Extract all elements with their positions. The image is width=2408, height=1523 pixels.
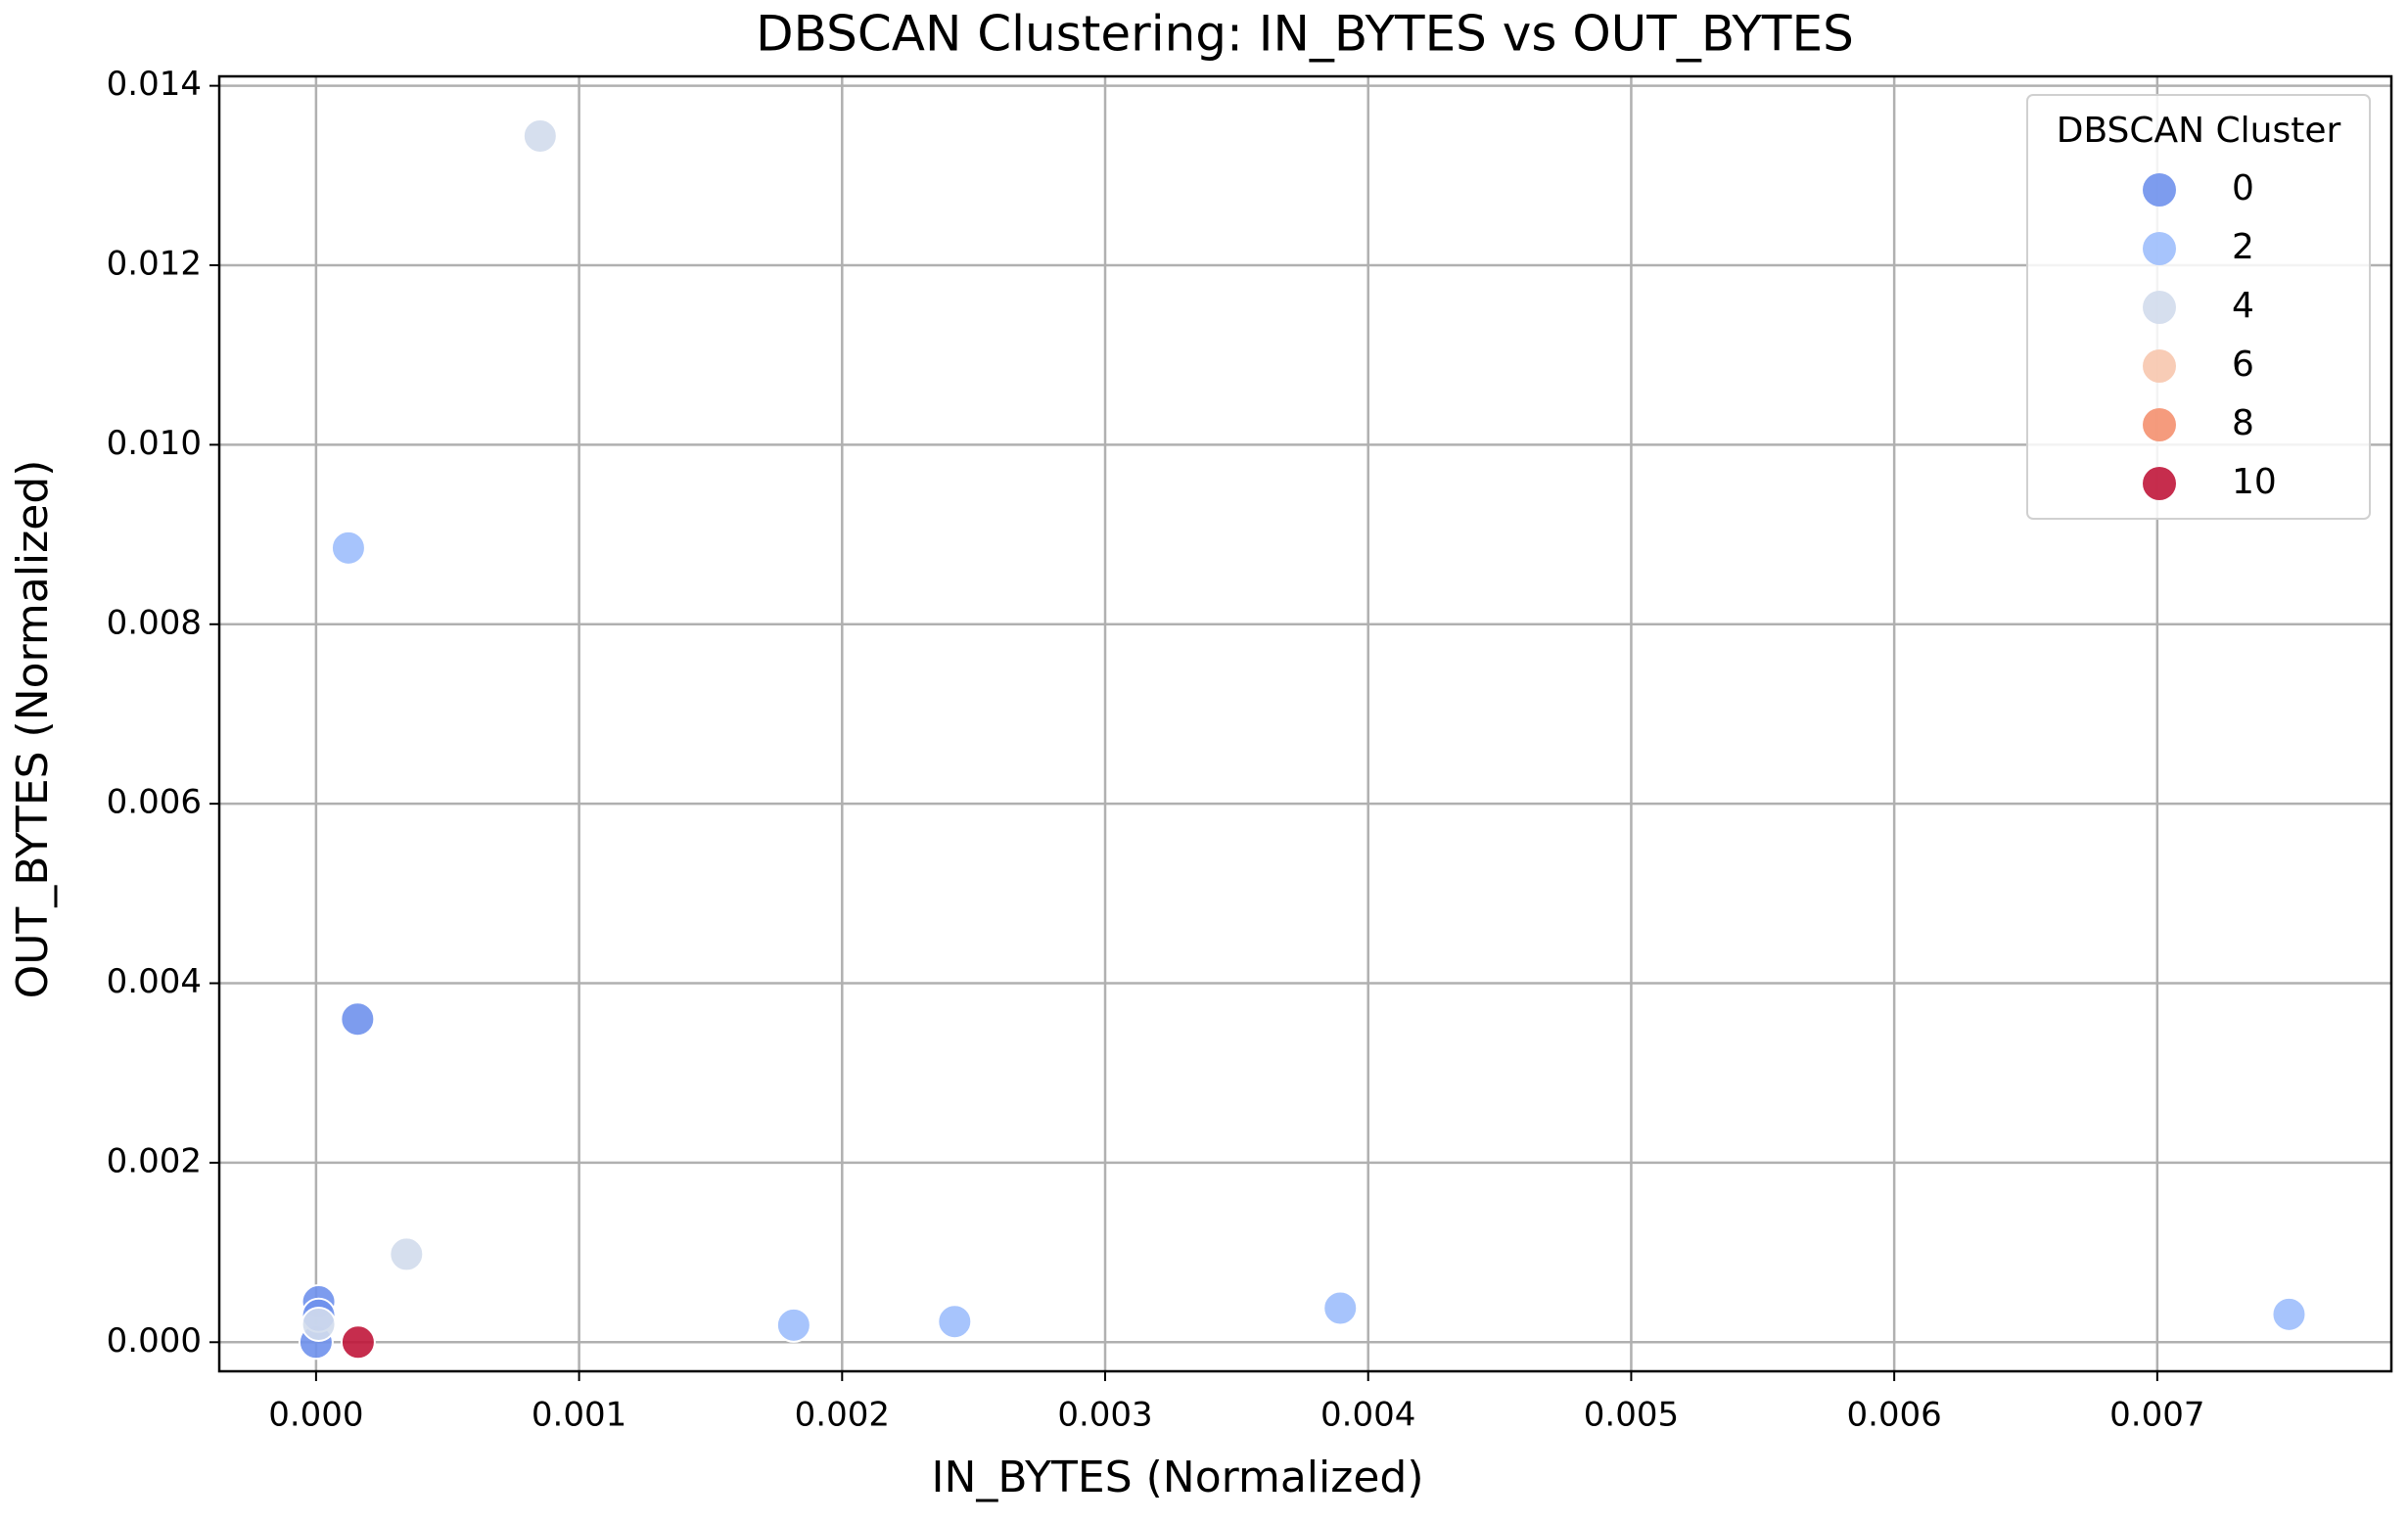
y-tick-label: 0.000 [107, 1321, 202, 1361]
y-tick-label: 0.006 [107, 783, 202, 822]
y-axis-label: OUT_BYTES (Normalized) [8, 460, 58, 999]
x-tick-label: 0.002 [795, 1396, 890, 1435]
y-tick-label: 0.008 [107, 603, 202, 642]
x-tick-label: 0.001 [532, 1396, 626, 1435]
legend-marker [2143, 232, 2176, 265]
legend-marker [2143, 173, 2176, 207]
legend-marker [2143, 408, 2176, 441]
legend-label: 10 [2232, 462, 2277, 502]
point [775, 1307, 811, 1343]
point [340, 1001, 376, 1038]
legend-marker [2143, 349, 2176, 383]
x-tick-label: 0.003 [1057, 1396, 1152, 1435]
point [389, 1236, 425, 1272]
y-tick-label: 0.012 [107, 245, 202, 284]
x-tick-label: 0.005 [1584, 1396, 1679, 1435]
legend-box [2026, 94, 2371, 520]
y-tick-label: 0.010 [107, 424, 202, 463]
legend-label: 8 [2232, 403, 2254, 443]
point [2271, 1296, 2307, 1332]
legend-label: 6 [2232, 345, 2254, 385]
legend-title: DBSCAN Cluster [2057, 111, 2341, 151]
y-tick-label: 0.014 [107, 65, 202, 104]
legend-label: 2 [2232, 227, 2254, 267]
legend-marker [2143, 467, 2176, 500]
x-tick-label: 0.006 [1846, 1396, 1941, 1435]
point [1322, 1290, 1359, 1326]
legend-marker [2143, 291, 2176, 324]
x-tick-label: 0.004 [1320, 1396, 1415, 1435]
point [340, 1324, 376, 1361]
plot-frame [217, 74, 2393, 1373]
x-tick-label: 0.007 [2109, 1396, 2204, 1435]
point [301, 1306, 337, 1342]
x-axis-label: IN_BYTES (Normalized) [932, 1453, 1424, 1502]
chart-title: DBSCAN Clustering: IN_BYTES vs OUT_BYTES [756, 6, 1854, 63]
point [937, 1304, 973, 1340]
legend-label: 0 [2232, 168, 2254, 208]
y-tick-label: 0.002 [107, 1141, 202, 1180]
point [522, 117, 558, 154]
legend: DBSCAN Cluster 0 2 4 6 8 10 [2026, 94, 2371, 520]
legend-label: 4 [2232, 286, 2254, 326]
point [330, 530, 366, 566]
y-tick-label: 0.004 [107, 962, 202, 1001]
x-tick-label: 0.000 [268, 1396, 363, 1435]
